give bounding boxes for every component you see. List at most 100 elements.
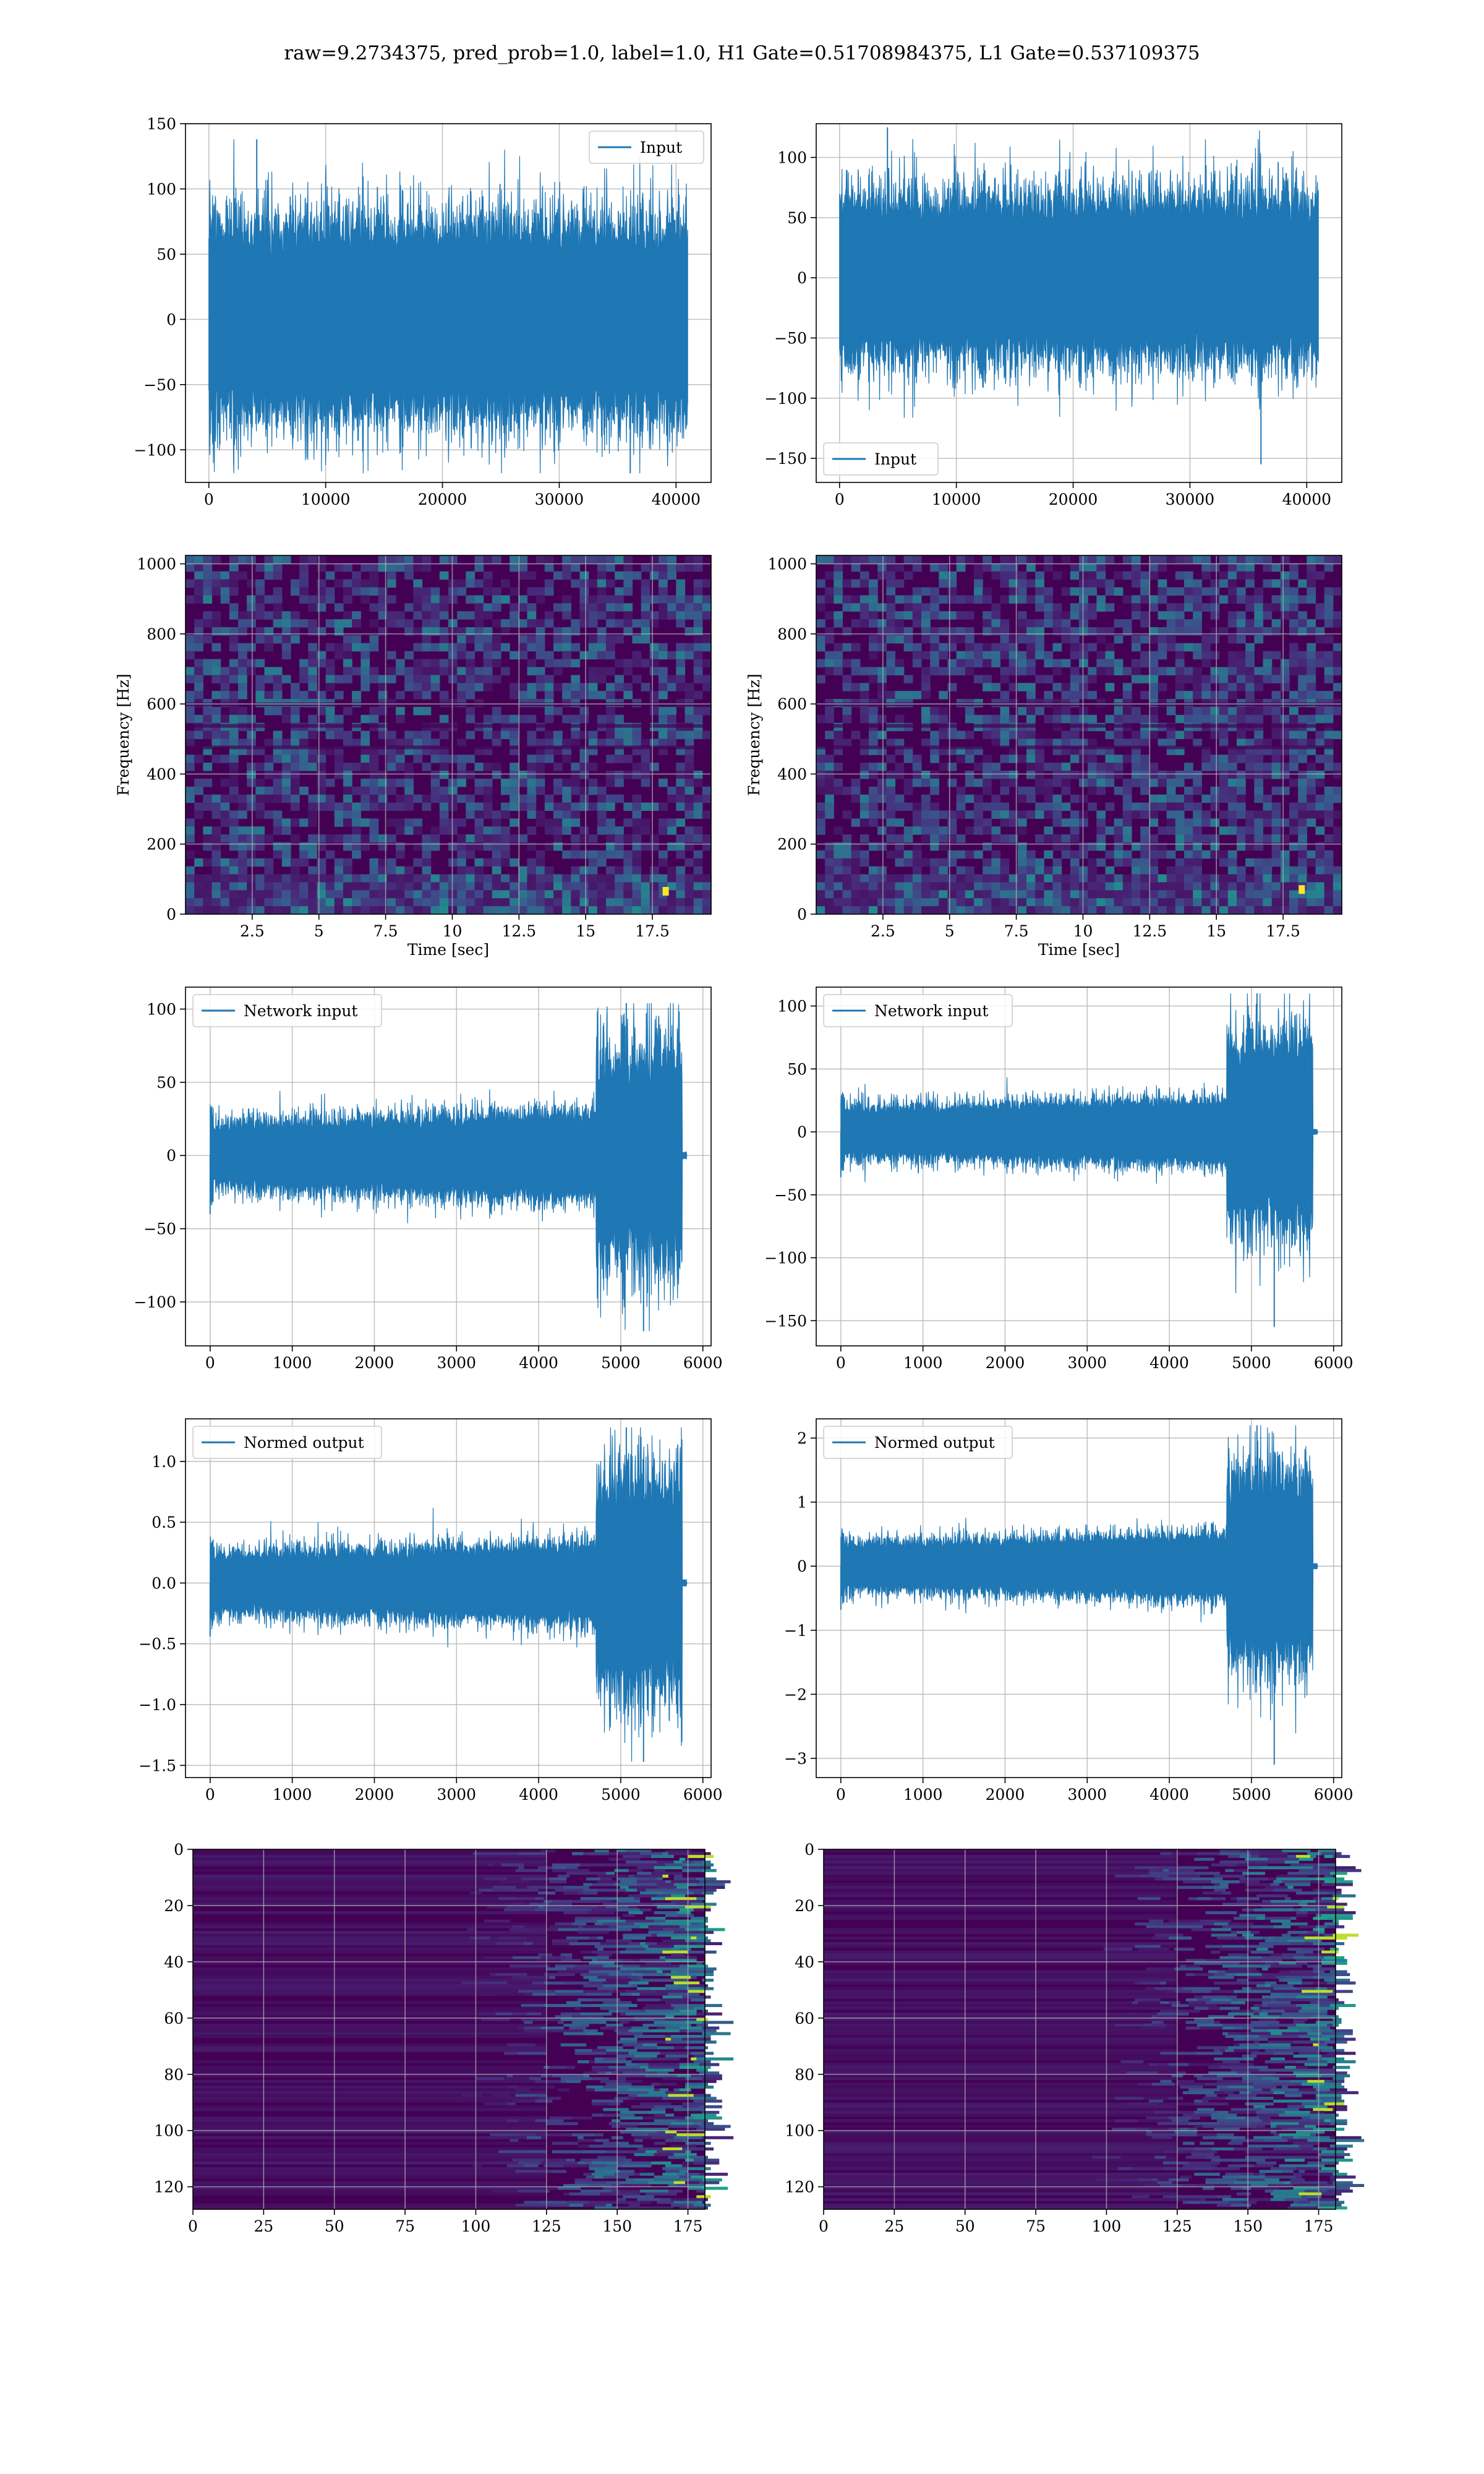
y-tick-label: 120 <box>785 2178 814 2196</box>
l1_input-svg: 0 10000 20000 30000 40000 −150 −100 −50 0 50 100 In… <box>764 123 1342 508</box>
x-tick-label: 10000 <box>932 490 981 508</box>
legend: Input <box>823 442 939 476</box>
y-tick-label: 40 <box>795 1953 814 1971</box>
x-tick-label: 0 <box>205 1354 215 1372</box>
x-tick-label: 30000 <box>1166 490 1215 508</box>
y-tick-label: −1 <box>784 1622 807 1640</box>
x-tick-label: 1000 <box>273 1786 312 1804</box>
x-tick-label: 0 <box>204 490 214 508</box>
l1_spectrogram-frame <box>816 555 1342 915</box>
x-tick-label: 6000 <box>1314 1354 1354 1372</box>
legend-label: Network input <box>874 1002 988 1020</box>
chirp-bright-spot <box>662 887 669 896</box>
y-tick-label: 40 <box>164 1953 184 1971</box>
plot-h1-input: 0 10000 20000 30000 40000 −100 −50 0 50 100 150 Inp… <box>134 115 712 508</box>
y-tick-label: 1000 <box>137 555 176 573</box>
h1_input-frame <box>185 123 712 483</box>
x-tick-label: 0 <box>205 1786 215 1804</box>
plot-l1-input: 0 10000 20000 30000 40000 −150 −100 −50 0 50 100 In… <box>764 123 1342 508</box>
x-tick-label: 100 <box>461 2217 491 2235</box>
x-tick-label: 6000 <box>683 1786 723 1804</box>
x-tick-label: 20000 <box>1049 490 1098 508</box>
l1_normed_output-frame <box>816 1418 1342 1778</box>
x-tick-label: 3000 <box>437 1786 476 1804</box>
x-tick-label: 0 <box>835 490 845 508</box>
l1_network_input-series-line <box>840 993 1318 1293</box>
x-tick-label: 4000 <box>1149 1786 1189 1804</box>
x-tick-label: 4000 <box>519 1354 558 1372</box>
x-tick-label: 12.5 <box>1133 922 1167 940</box>
y-tick-label: −100 <box>134 441 176 459</box>
y-tick-label: 80 <box>164 2066 184 2084</box>
h1_spectrogram-svg: 2.5 5 7.5 10 12.5 15 17.5 0 200 400 600 800 1000 Time… <box>114 555 712 959</box>
legend-label: Normed output <box>874 1434 995 1452</box>
x-tick-label: 0 <box>819 2217 829 2235</box>
y-tick-label: 0 <box>174 1841 184 1859</box>
plot-l1-spectrogram: 2.5 5 7.5 10 12.5 15 17.5 0 200 400 600 800 1000 Time… <box>745 555 1342 959</box>
h1_normed_output-series-line <box>210 1427 687 1762</box>
y-tick-label: −50 <box>774 1186 807 1204</box>
x-tick-label: 12.5 <box>502 922 537 940</box>
legend-label: Network input <box>244 1002 357 1020</box>
y-tick-label: 400 <box>147 765 176 783</box>
y-tick-label: 200 <box>777 836 807 854</box>
x-tick-label: 6000 <box>1314 1786 1354 1804</box>
x-tick-label: 75 <box>395 2217 415 2235</box>
x-tick-label: 5000 <box>601 1786 641 1804</box>
y-tick-label: 0 <box>797 1557 807 1575</box>
x-tick-label: 2.5 <box>240 922 265 940</box>
y-tick-label: −50 <box>774 329 807 347</box>
plot-l1-feature-map: 0 25 50 75 100 125 150 175 0 20 40 60 80 100 120 <box>785 1841 1365 2235</box>
l1_normed_output-svg: 0 1000 2000 3000 4000 5000 6000 −3 −2 −1 0 1 2 Normed… <box>784 1418 1354 1804</box>
y-tick-label: 200 <box>147 836 176 854</box>
y-axis-label: Frequency [Hz] <box>114 674 132 796</box>
y-tick-label: 80 <box>795 2066 814 2084</box>
legend-label: Input <box>640 139 682 156</box>
plot-h1-feature-map: 0 25 50 75 100 125 150 175 0 20 40 60 80 100 120 <box>154 1841 734 2235</box>
x-tick-label: 5 <box>945 922 955 940</box>
plot-h1-normed-output: 0 1000 2000 3000 4000 5000 6000 −1.5 −1.0 −0.5 0.0… <box>139 1418 723 1804</box>
y-tick-label: 0 <box>804 1841 814 1859</box>
plot-l1-network-input: 0 1000 2000 3000 4000 5000 6000 −150 −100 −50 0 50 1… <box>764 987 1354 1372</box>
figure-suptitle: raw=9.2734375, pred_prob=1.0, label=1.0,… <box>284 42 1200 64</box>
plot-h1-network-input: 0 1000 2000 3000 4000 5000 6000 −100 −50 0 50 100 Ne… <box>134 987 723 1372</box>
h1_feature_map-cells <box>193 1849 734 2210</box>
h1_network_input-svg: 0 1000 2000 3000 4000 5000 6000 −100 −50 0 50 100 Ne… <box>134 987 723 1372</box>
x-tick-label: 5 <box>314 922 324 940</box>
x-tick-label: 15 <box>576 922 595 940</box>
y-tick-label: 1000 <box>767 555 807 573</box>
y-tick-label: 0.5 <box>151 1513 176 1531</box>
y-tick-label: −3 <box>784 1750 807 1768</box>
x-axis-label: Time [sec] <box>407 941 489 959</box>
y-tick-label: 1.0 <box>151 1453 176 1471</box>
h1_feature_map-ticks: 0 25 50 75 100 125 150 175 0 20 40 60 80 100 120 <box>154 1841 702 2235</box>
h1_network_input-ticks: 0 1000 2000 3000 4000 5000 6000 −100 −50 0 50 100 <box>134 1001 722 1372</box>
x-tick-label: 100 <box>1092 2217 1122 2235</box>
x-tick-label: 17.5 <box>635 922 670 940</box>
x-tick-label: 10 <box>443 922 463 940</box>
h1_normed_output-peaks <box>209 1427 688 1762</box>
l1_network_input-peaks <box>840 993 1318 1327</box>
x-tick-label: 17.5 <box>1266 922 1300 940</box>
x-tick-label: 2000 <box>355 1786 394 1804</box>
plot-h1-spectrogram: 2.5 5 7.5 10 12.5 15 17.5 0 200 400 600 800 1000 Time… <box>114 555 712 959</box>
y-axis-label: Frequency [Hz] <box>745 674 763 796</box>
x-tick-label: 20000 <box>418 490 467 508</box>
y-tick-label: 0 <box>166 310 176 328</box>
y-tick-label: 100 <box>147 180 176 198</box>
l1_network_input-ticks: 0 1000 2000 3000 4000 5000 6000 −150 −100 −50 0 50 1… <box>764 998 1353 1372</box>
l1_normed_output-series-line <box>840 1425 1318 1734</box>
y-tick-label: 120 <box>154 2178 184 2196</box>
y-tick-label: 100 <box>154 2122 184 2140</box>
x-tick-label: 1000 <box>903 1354 943 1372</box>
plot-l1-normed-output: 0 1000 2000 3000 4000 5000 6000 −3 −2 −1 0 1 2 Normed… <box>784 1418 1354 1804</box>
y-tick-label: −100 <box>764 390 807 408</box>
legend: Network input <box>192 994 382 1027</box>
legend-label: Normed output <box>244 1434 364 1452</box>
x-tick-label: 175 <box>673 2217 703 2235</box>
l1_input-series-line <box>839 130 1319 418</box>
y-tick-label: 60 <box>164 2010 184 2027</box>
x-tick-label: 3000 <box>1067 1786 1107 1804</box>
l1_normed_output-peaks <box>840 1425 1318 1765</box>
h1_input-svg: 0 10000 20000 30000 40000 −100 −50 0 50 100 150 Inp… <box>134 115 712 508</box>
